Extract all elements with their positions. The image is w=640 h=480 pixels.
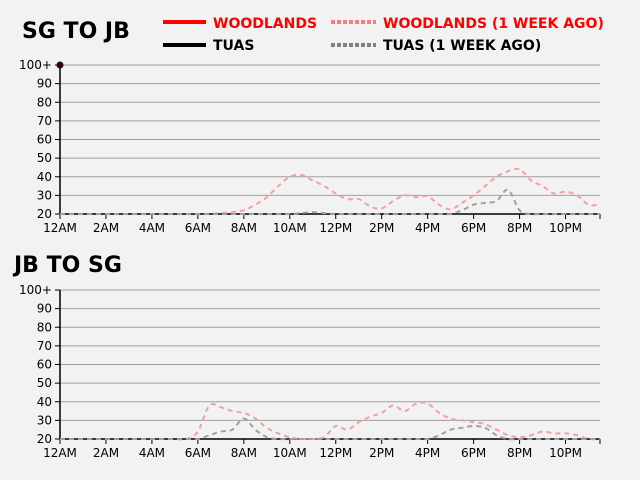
chart-sg-to-jb: 20 30 40 50 60 70 80 90 100+ 12AM 2AM 4AM 6AM 8AM 10AM…: [19, 58, 601, 235]
series-line-woodlands-week-ago: [60, 167, 601, 216]
legend-label-tuas: TUAS: [213, 38, 254, 54]
x-tick-label: 8AM: [231, 221, 257, 235]
series-point-woodlands: [56, 61, 64, 69]
x-tick-label: 6PM: [461, 446, 486, 460]
legend-label-woodlands: WOODLANDS: [213, 16, 317, 32]
y-tick-label: 30: [37, 413, 52, 427]
y-tick-label: 80: [37, 95, 52, 109]
x-tick-label: 12AM: [43, 446, 77, 460]
y-tick-label: 90: [37, 77, 52, 91]
y-tick-label: 20: [37, 432, 52, 446]
y-tick-label: 60: [37, 133, 52, 147]
legend-label-woodlands-week-ago: WOODLANDS (1 WEEK AGO): [383, 16, 604, 32]
y-tick-label: 80: [37, 320, 52, 334]
y-tick-label: 70: [37, 114, 52, 128]
x-tick-label: 4AM: [139, 221, 165, 235]
x-tick-label: 6PM: [461, 221, 486, 235]
series-line-woodlands-week-ago: [60, 401, 601, 441]
x-tick-label: 12AM: [43, 221, 77, 235]
x-tick-label: 2AM: [93, 221, 119, 235]
x-tick-label: 10PM: [549, 446, 582, 460]
x-tick-label: 6AM: [185, 221, 211, 235]
x-tick-label: 4PM: [415, 446, 440, 460]
x-tick-label: 4PM: [415, 221, 440, 235]
y-tick-label: 50: [37, 376, 52, 390]
y-tick-label: 30: [37, 188, 52, 202]
y-tick-label: 70: [37, 339, 52, 353]
y-tick-label: 100+: [19, 283, 52, 297]
y-tick-label: 20: [37, 207, 52, 221]
y-tick-label: 40: [37, 395, 52, 409]
series-line-tuas-week-ago: [60, 417, 600, 441]
x-tick-label: 2PM: [369, 221, 394, 235]
chart-title-sg-to-jb: SG TO JB: [22, 19, 130, 44]
x-tick-label: 4AM: [139, 446, 165, 460]
x-tick-label: 12PM: [319, 446, 352, 460]
x-tick-label: 12PM: [319, 221, 352, 235]
x-tick-label: 10PM: [549, 221, 582, 235]
x-tick-label: 8AM: [231, 446, 257, 460]
chart-title-jb-to-sg: JB TO SG: [12, 253, 122, 278]
chart-jb-to-sg: 20 30 40 50 60 70 80 90 100+ 12AM 2AM 4AM 6AM 8AM 10AM…: [19, 283, 601, 460]
x-tick-label: 6AM: [185, 446, 211, 460]
legend: WOODLANDS WOODLANDS (1 WEEK AGO) TUAS TU…: [163, 16, 604, 54]
series-line-tuas-week-ago: [60, 188, 600, 216]
y-tick-label: 90: [37, 302, 52, 316]
x-tick-label: 2PM: [369, 446, 394, 460]
y-tick-label: 40: [37, 170, 52, 184]
y-tick-label: 60: [37, 358, 52, 372]
x-tick-label: 10AM: [273, 221, 307, 235]
x-tick-label: 8PM: [507, 221, 532, 235]
x-tick-label: 2AM: [93, 446, 119, 460]
y-tick-label: 100+: [19, 58, 52, 72]
x-tick-label: 10AM: [273, 446, 307, 460]
legend-label-tuas-week-ago: TUAS (1 WEEK AGO): [383, 38, 541, 54]
x-tick-label: 8PM: [507, 446, 532, 460]
y-tick-label: 50: [37, 151, 52, 165]
